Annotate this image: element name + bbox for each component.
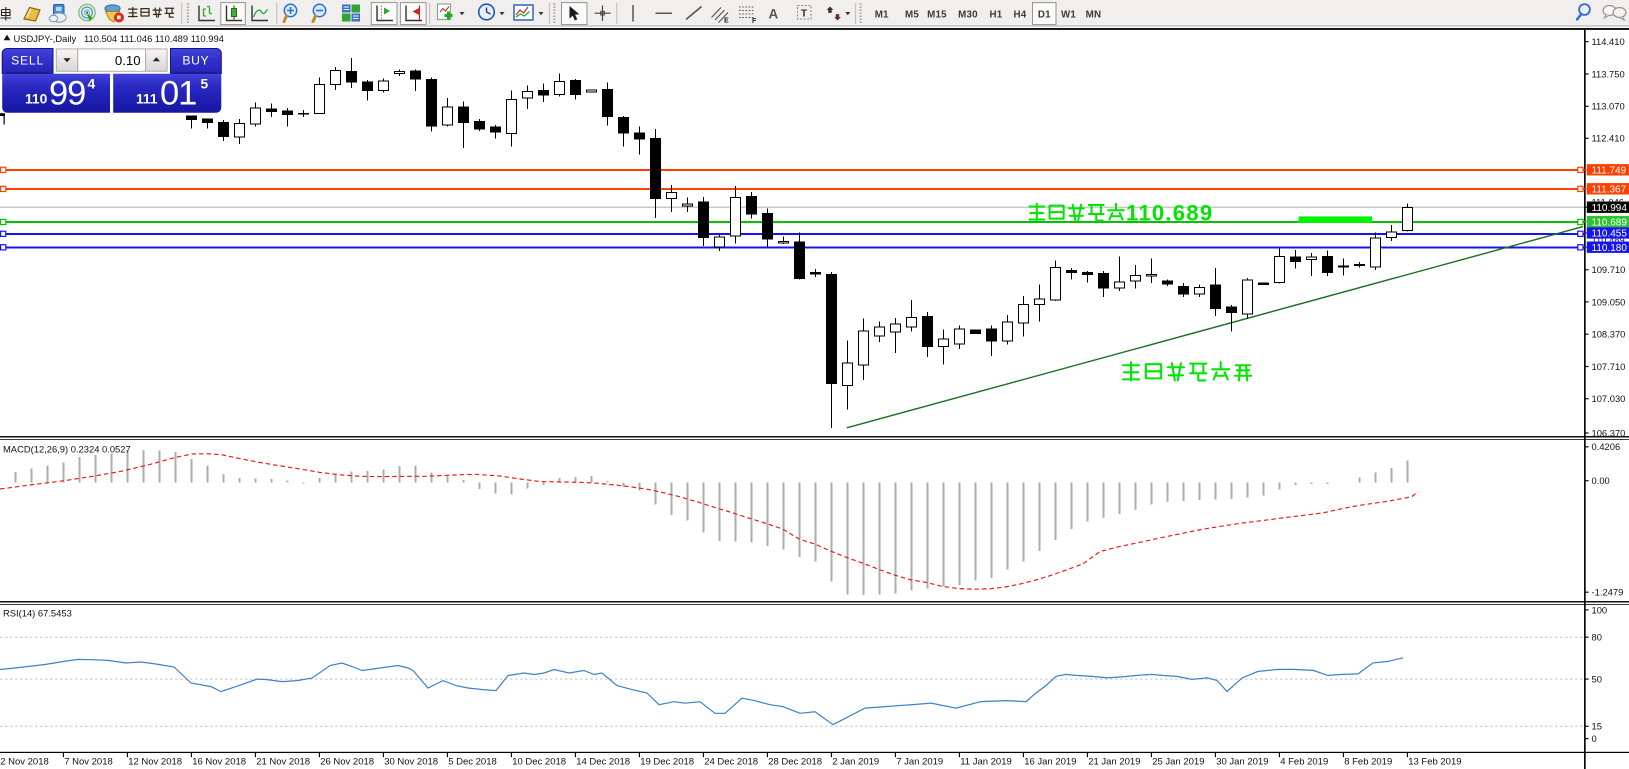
svg-text:M1: M1: [875, 9, 889, 20]
svg-text:M30: M30: [958, 9, 978, 20]
svg-text:26 Nov 2018: 26 Nov 2018: [320, 757, 374, 768]
svg-text:112.410: 112.410: [1592, 133, 1625, 144]
svg-text:A: A: [769, 7, 779, 22]
svg-text:28 Dec 2018: 28 Dec 2018: [768, 757, 822, 768]
svg-text:114.410: 114.410: [1592, 36, 1625, 47]
svg-text:5 Dec 2018: 5 Dec 2018: [448, 757, 497, 768]
svg-text:109.710: 109.710: [1592, 264, 1626, 275]
svg-text:108.370: 108.370: [1592, 329, 1626, 340]
svg-text:25 Jan 2019: 25 Jan 2019: [1152, 757, 1204, 768]
svg-text:16 Nov 2018: 16 Nov 2018: [192, 757, 246, 768]
svg-text:W1: W1: [1061, 9, 1076, 20]
svg-text:7 Nov 2018: 7 Nov 2018: [64, 757, 113, 768]
svg-text:111.367: 111.367: [1592, 185, 1627, 196]
svg-text:01: 01: [160, 75, 196, 113]
svg-text:M15: M15: [927, 9, 947, 20]
svg-text:15: 15: [1592, 721, 1602, 732]
svg-text:30 Nov 2018: 30 Nov 2018: [384, 757, 438, 768]
svg-text:113.750: 113.750: [1592, 68, 1625, 79]
svg-text:106.370: 106.370: [1592, 427, 1626, 438]
svg-text:8 Feb 2019: 8 Feb 2019: [1344, 757, 1392, 768]
svg-text:30 Jan 2019: 30 Jan 2019: [1216, 757, 1268, 768]
svg-text:21 Jan 2019: 21 Jan 2019: [1088, 757, 1140, 768]
svg-text:110.689: 110.689: [1592, 217, 1628, 228]
svg-text:7 Jan 2019: 7 Jan 2019: [896, 757, 943, 768]
svg-text:13 Feb 2019: 13 Feb 2019: [1408, 757, 1461, 768]
svg-text:111.749: 111.749: [1592, 166, 1627, 177]
svg-text:T: T: [801, 8, 808, 20]
svg-text:110.689: 110.689: [1126, 201, 1213, 226]
svg-text:-1.2479: -1.2479: [1592, 587, 1624, 598]
svg-text:BUY: BUY: [182, 53, 209, 67]
svg-text:2 Nov 2018: 2 Nov 2018: [0, 757, 49, 768]
svg-text:2 Jan 2019: 2 Jan 2019: [832, 757, 879, 768]
svg-text:USDJPY-,Daily 110.504 111.04: USDJPY-,Daily 110.504 111.046 110.489 11…: [14, 33, 224, 44]
svg-text:109.050: 109.050: [1592, 296, 1626, 307]
svg-text:107.710: 107.710: [1592, 361, 1626, 372]
svg-text:MN: MN: [1086, 9, 1102, 20]
svg-text:12 Nov 2018: 12 Nov 2018: [128, 757, 182, 768]
svg-text:24 Dec 2018: 24 Dec 2018: [704, 757, 758, 768]
svg-text:21 Nov 2018: 21 Nov 2018: [256, 757, 310, 768]
svg-text:107.030: 107.030: [1592, 393, 1626, 404]
svg-text:14 Dec 2018: 14 Dec 2018: [576, 757, 630, 768]
svg-text:16 Jan 2019: 16 Jan 2019: [1024, 757, 1076, 768]
svg-text:RSI(14) 67.5453: RSI(14) 67.5453: [3, 608, 72, 619]
svg-text:80: 80: [1592, 632, 1602, 643]
svg-text:99: 99: [49, 75, 85, 113]
svg-text:M5: M5: [905, 9, 919, 20]
svg-text:D1: D1: [1038, 9, 1051, 20]
svg-text:11 Jan 2019: 11 Jan 2019: [960, 757, 1012, 768]
svg-text:E: E: [724, 18, 729, 25]
svg-text:100: 100: [1592, 604, 1608, 615]
svg-text:0.00: 0.00: [1592, 475, 1610, 486]
svg-text:111: 111: [136, 91, 158, 106]
svg-text:110.180: 110.180: [1592, 243, 1628, 254]
svg-text:F: F: [752, 18, 757, 25]
svg-text:110.994: 110.994: [1592, 203, 1628, 214]
svg-text:0: 0: [1592, 733, 1597, 744]
svg-text:0.10: 0.10: [115, 53, 141, 68]
svg-text:0.4206: 0.4206: [1592, 441, 1621, 452]
svg-text:50: 50: [1592, 674, 1602, 685]
svg-text:4: 4: [88, 77, 96, 92]
svg-text:110: 110: [25, 91, 48, 106]
svg-text:H4: H4: [1014, 9, 1027, 20]
svg-text:MACD(12,26,9) 0.2324 0.0527: MACD(12,26,9) 0.2324 0.0527: [3, 444, 131, 455]
svg-text:19 Dec 2018: 19 Dec 2018: [640, 757, 694, 768]
svg-text:H1: H1: [990, 9, 1003, 20]
svg-text:4 Feb 2019: 4 Feb 2019: [1280, 757, 1328, 768]
svg-text:110.489: 110.489: [1592, 235, 1625, 246]
svg-text:10 Dec 2018: 10 Dec 2018: [512, 757, 566, 768]
svg-text:110.455: 110.455: [1592, 229, 1628, 240]
svg-text:SELL: SELL: [11, 53, 44, 67]
svg-text:113.070: 113.070: [1592, 101, 1625, 112]
svg-text:5: 5: [201, 77, 209, 92]
